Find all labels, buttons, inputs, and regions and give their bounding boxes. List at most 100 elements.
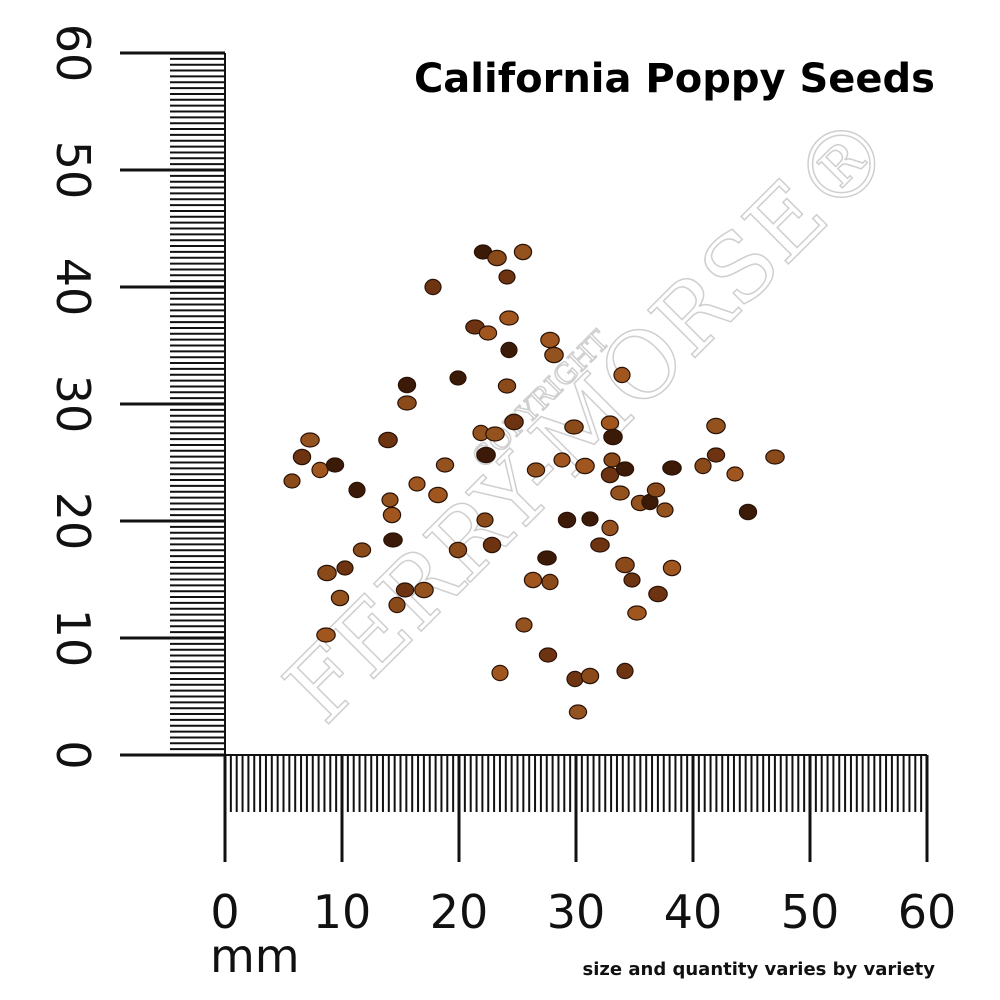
seed xyxy=(564,419,584,435)
seed xyxy=(317,564,337,582)
seed xyxy=(648,585,668,603)
seed xyxy=(448,541,468,559)
title: California Poppy Seeds xyxy=(414,56,935,102)
note: size and quantity varies by variety xyxy=(583,959,936,980)
seed xyxy=(623,572,641,588)
seed xyxy=(656,502,674,518)
seed xyxy=(381,492,399,508)
seed xyxy=(662,559,682,577)
seed xyxy=(537,550,557,566)
seed xyxy=(498,269,516,285)
watermark-brand: FERRY-MORSE® xyxy=(265,95,913,743)
seed xyxy=(600,466,620,484)
seed xyxy=(662,460,682,476)
seed xyxy=(395,582,415,598)
seed xyxy=(382,506,402,524)
seed xyxy=(414,581,434,599)
x-ruler-label: 0 xyxy=(210,885,239,939)
seed xyxy=(694,457,712,475)
seed xyxy=(336,560,354,576)
seed xyxy=(476,446,496,464)
x-ruler-label: 40 xyxy=(664,885,723,939)
seed xyxy=(566,670,584,688)
seed xyxy=(590,537,610,553)
seed xyxy=(497,378,517,394)
x-ruler-label: 60 xyxy=(898,885,957,939)
seed xyxy=(300,432,320,448)
ruler-labels: 0 10 20 30 40 50 60 0 10 20 30 40 50 60 xyxy=(46,24,956,939)
watermark: FERRY-MORSE® COPYRIGHT xyxy=(264,94,914,744)
seed xyxy=(646,482,666,498)
seed xyxy=(706,447,726,463)
y-ruler-label: 0 xyxy=(46,740,100,769)
seed xyxy=(397,376,417,394)
y-ruler-label: 40 xyxy=(46,258,100,317)
seed xyxy=(615,461,635,477)
seed xyxy=(316,627,336,643)
seed xyxy=(603,428,623,446)
seed xyxy=(581,511,599,527)
seed xyxy=(500,341,518,359)
seed xyxy=(738,503,758,521)
seed xyxy=(428,486,448,504)
y-ruler-label: 20 xyxy=(46,492,100,551)
seed xyxy=(388,596,406,614)
y-ruler-label: 10 xyxy=(46,609,100,668)
seed xyxy=(523,571,543,589)
y-ruler-label: 30 xyxy=(46,375,100,434)
seed xyxy=(568,704,588,720)
seed xyxy=(580,667,600,685)
seed xyxy=(485,426,505,442)
seed xyxy=(513,243,533,261)
seed xyxy=(424,278,442,296)
seed xyxy=(544,346,564,364)
seed xyxy=(515,617,533,633)
seed xyxy=(706,417,726,435)
seed xyxy=(726,466,744,482)
seed xyxy=(383,532,403,548)
seed xyxy=(482,536,502,554)
seeds xyxy=(283,243,785,720)
x-ruler-label: 20 xyxy=(430,885,489,939)
seed xyxy=(553,452,571,468)
seed xyxy=(538,647,558,663)
seed xyxy=(487,249,507,267)
x-ruler-label: 50 xyxy=(781,885,840,939)
seed xyxy=(476,512,494,528)
seed xyxy=(575,457,595,475)
seed xyxy=(600,415,620,431)
seed xyxy=(541,573,559,591)
seed xyxy=(601,519,619,537)
seed xyxy=(352,542,372,558)
y-ruler-label: 60 xyxy=(46,24,100,83)
seed xyxy=(449,370,467,386)
seed xyxy=(397,395,417,411)
seed xyxy=(610,485,630,501)
x-ruler-label: 30 xyxy=(547,885,606,939)
seed xyxy=(613,366,631,384)
seed xyxy=(499,310,519,326)
rulers xyxy=(120,51,929,862)
x-ruler-label: 10 xyxy=(313,885,372,939)
seed xyxy=(348,481,366,499)
y-ruler-label: 50 xyxy=(46,141,100,200)
seed xyxy=(478,325,498,341)
seed xyxy=(557,511,577,529)
seed xyxy=(283,473,301,489)
seed xyxy=(491,664,509,682)
seed xyxy=(408,476,426,492)
seed xyxy=(540,331,560,349)
seed xyxy=(292,448,312,466)
seed xyxy=(765,449,785,465)
seed xyxy=(616,662,634,680)
seed xyxy=(435,457,455,473)
seed xyxy=(526,462,546,478)
seed xyxy=(378,431,398,449)
seed xyxy=(615,556,635,574)
unit-label: mm xyxy=(210,929,300,983)
seed xyxy=(311,461,329,479)
seed xyxy=(325,457,345,473)
seed xyxy=(330,589,350,607)
seed xyxy=(627,605,647,621)
